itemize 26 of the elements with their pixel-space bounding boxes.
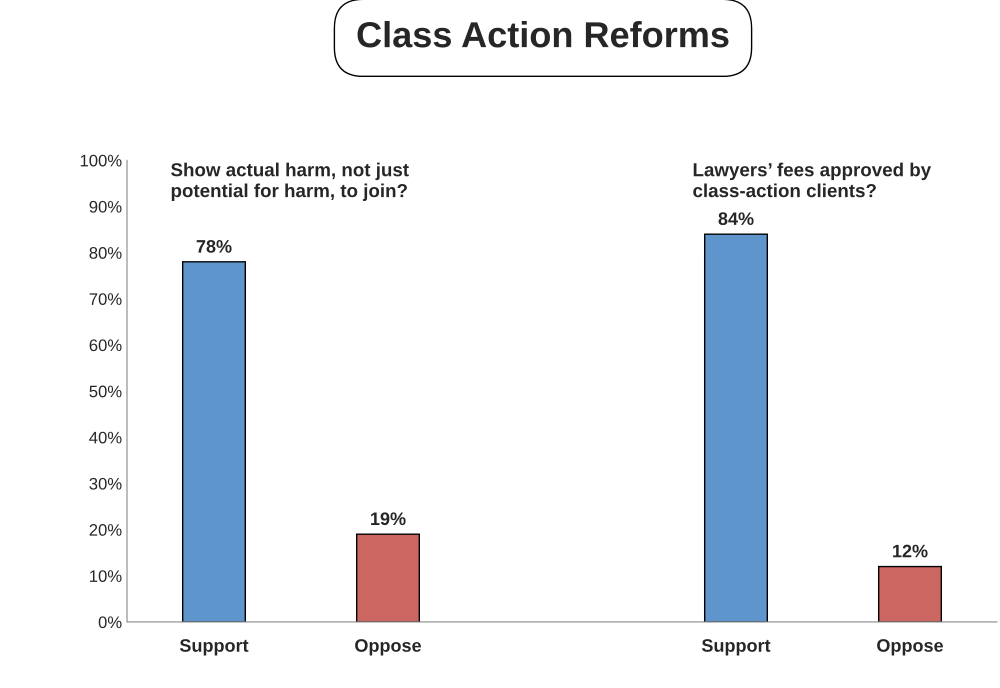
y-tick-label: 100% bbox=[80, 154, 122, 167]
y-tick-label: 20% bbox=[90, 524, 122, 536]
bar bbox=[704, 233, 768, 622]
data-label: 12% bbox=[893, 544, 928, 558]
y-tick-label: 80% bbox=[90, 247, 122, 259]
y-tick-label: 10% bbox=[90, 570, 122, 582]
y-tick-label: 30% bbox=[89, 478, 122, 490]
y-tick-label: 50% bbox=[89, 386, 122, 398]
x-tick-label: Oppose bbox=[355, 639, 421, 656]
y-tick-label: 90% bbox=[90, 200, 122, 213]
y-tick-label: 70% bbox=[90, 293, 122, 305]
bar bbox=[182, 261, 246, 622]
bar bbox=[878, 566, 942, 622]
x-tick-label: Support bbox=[702, 639, 770, 656]
data-label: 19% bbox=[371, 512, 406, 526]
annotation: Show actual harm, not just potential for harm, to join? bbox=[171, 162, 409, 201]
y-tick-label: 40% bbox=[89, 432, 122, 444]
x-tick-label: Oppose bbox=[877, 639, 943, 656]
y-tick-label: 0% bbox=[98, 616, 122, 628]
bar bbox=[356, 534, 420, 622]
x-tick-label: Support bbox=[180, 639, 248, 656]
chart-title: Class Action Reforms bbox=[358, 21, 728, 48]
data-label: 84% bbox=[718, 212, 754, 226]
y-tick-label: 60% bbox=[90, 339, 122, 352]
annotation: Lawyers’ fees approved by class-action clients? bbox=[693, 162, 932, 198]
data-label: 78% bbox=[196, 240, 232, 253]
